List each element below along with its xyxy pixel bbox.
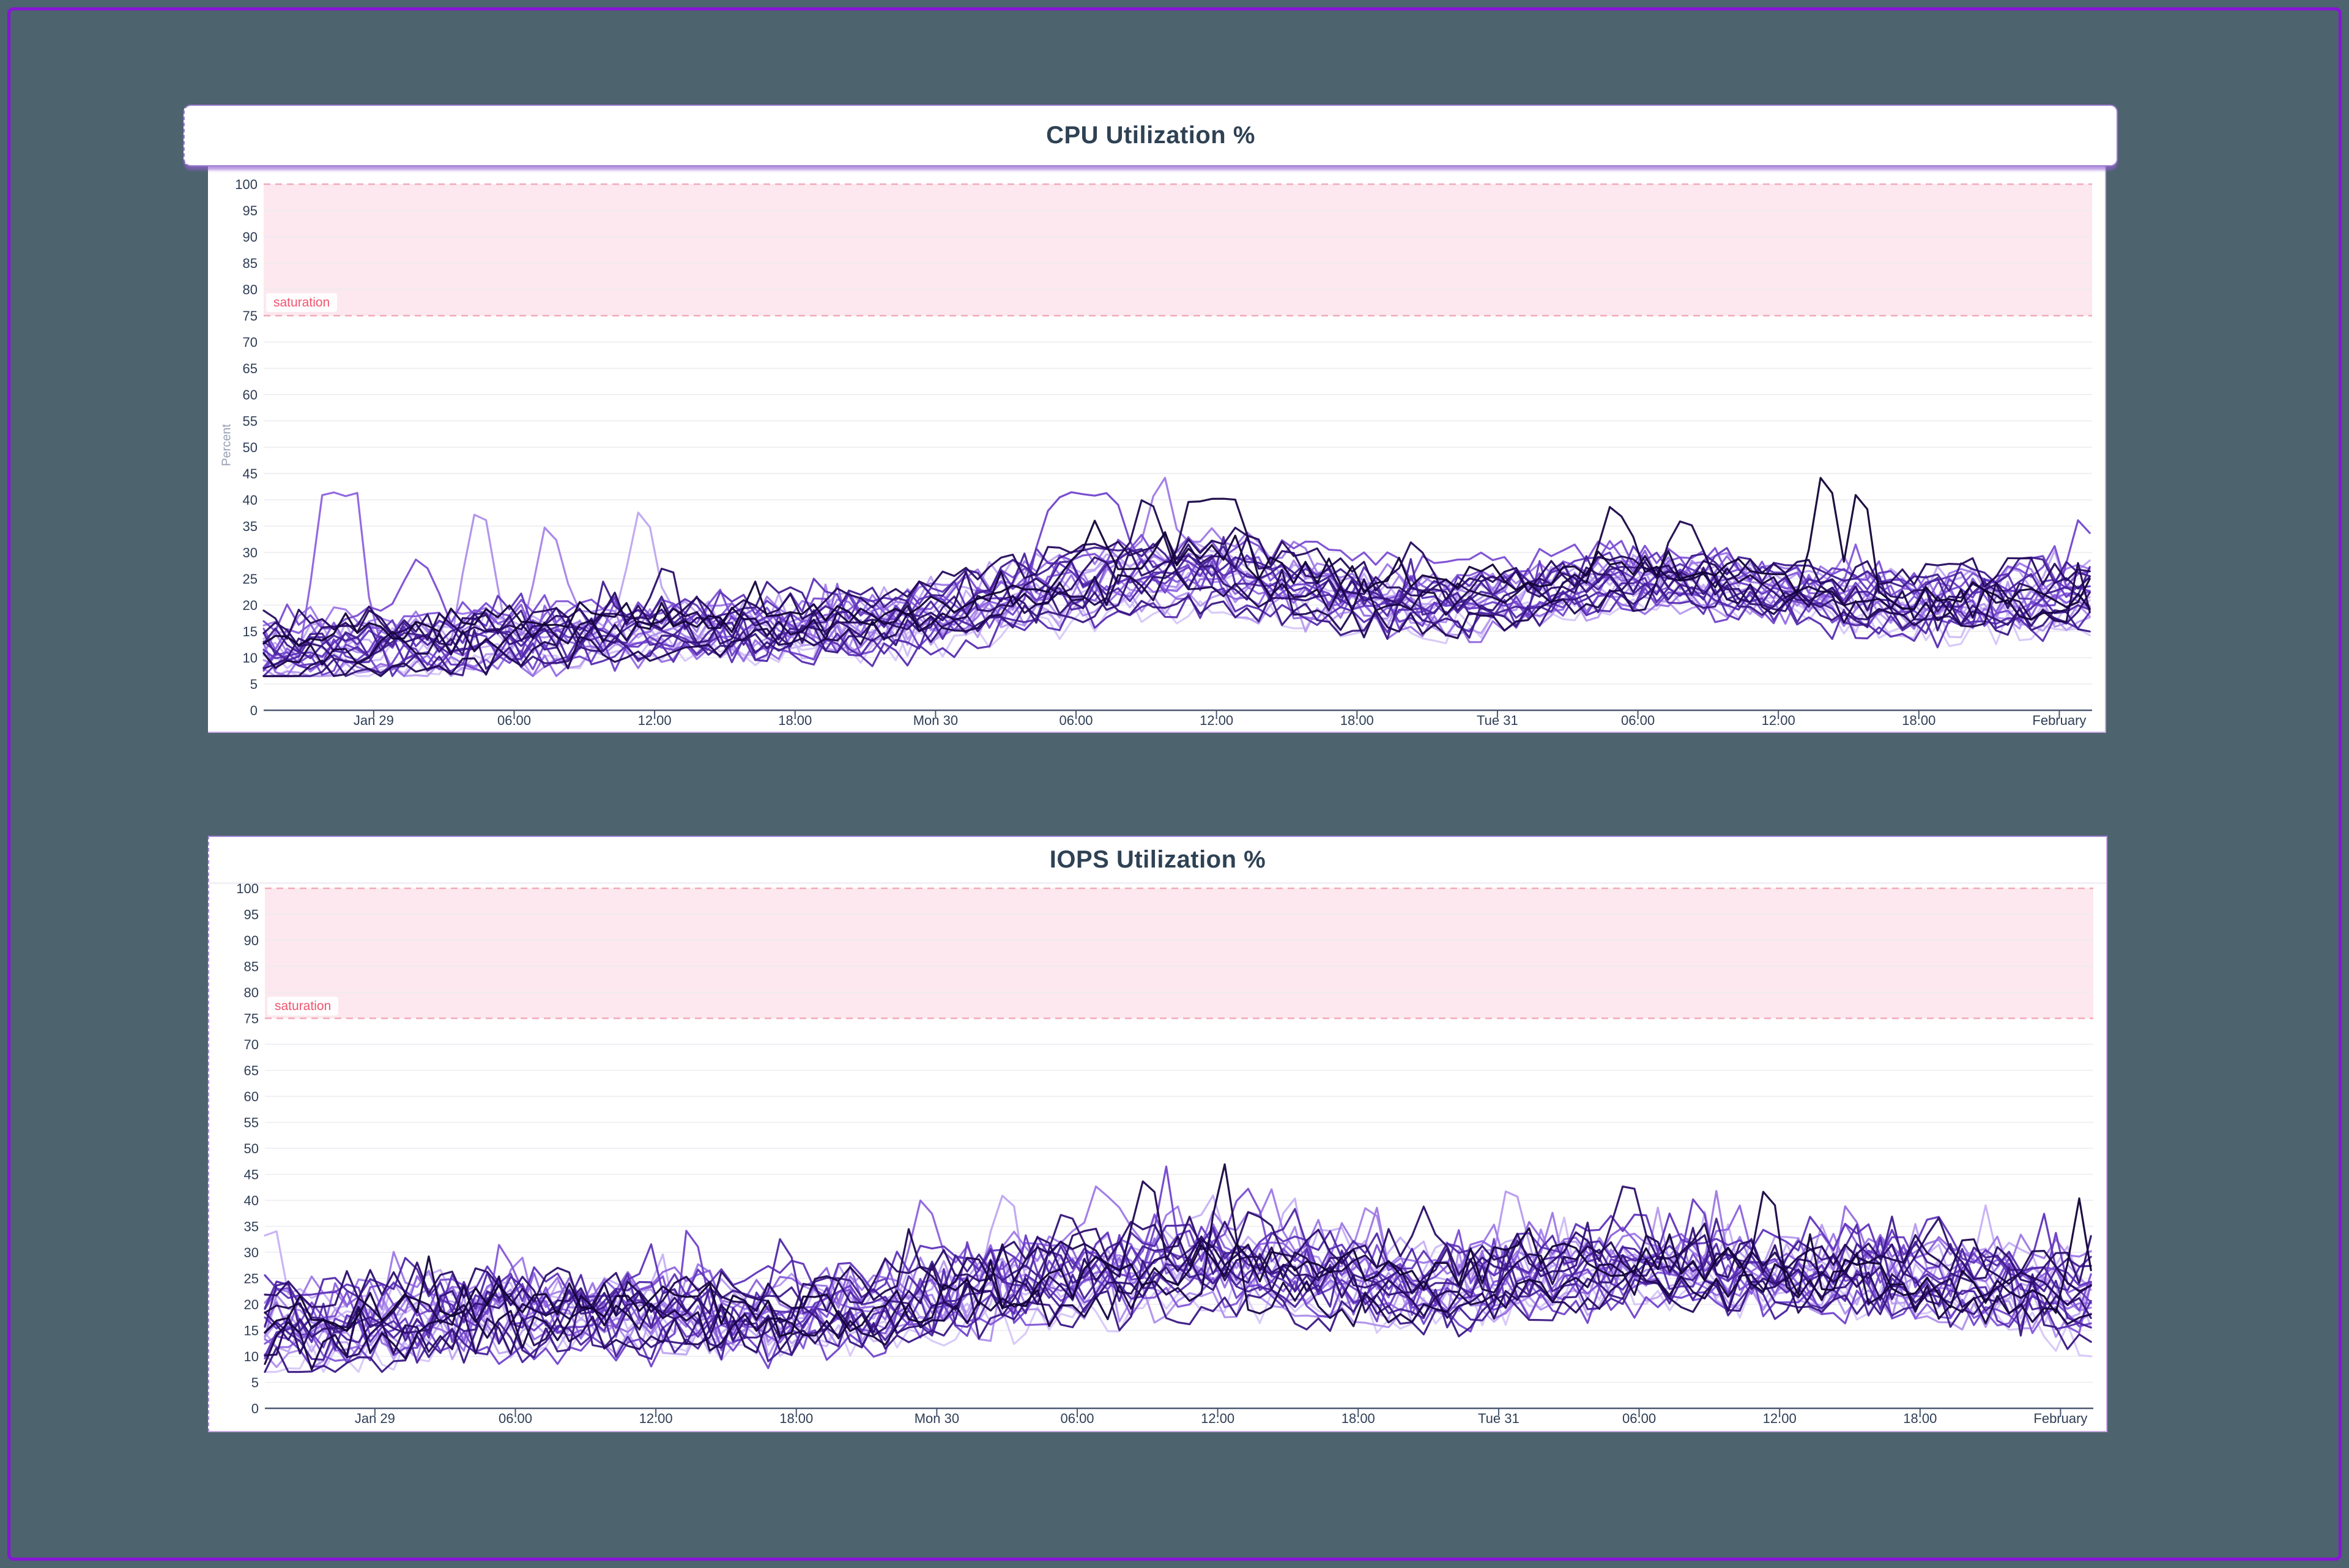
svg-text:30: 30 (243, 545, 258, 560)
svg-text:75: 75 (244, 1011, 259, 1027)
svg-text:Mon 30: Mon 30 (915, 1411, 959, 1426)
svg-text:06:00: 06:00 (1622, 1411, 1656, 1426)
svg-text:40: 40 (243, 492, 258, 508)
svg-text:5: 5 (250, 677, 258, 692)
svg-text:18:00: 18:00 (1341, 1411, 1375, 1426)
svg-text:12:00: 12:00 (1201, 1411, 1234, 1426)
cpu-saturation-label: saturation (266, 293, 338, 313)
svg-text:18:00: 18:00 (778, 713, 812, 728)
svg-text:95: 95 (243, 203, 258, 218)
svg-text:12:00: 12:00 (638, 713, 672, 728)
svg-text:10: 10 (243, 650, 258, 666)
svg-text:65: 65 (244, 1063, 259, 1079)
svg-text:50: 50 (243, 440, 258, 455)
svg-text:80: 80 (244, 985, 259, 1000)
svg-text:Jan 29: Jan 29 (355, 1411, 395, 1426)
cpu-y-axis-title: Percent (220, 424, 234, 466)
svg-text:95: 95 (244, 907, 259, 923)
svg-text:70: 70 (243, 335, 258, 350)
svg-text:15: 15 (244, 1323, 259, 1339)
svg-text:60: 60 (243, 387, 258, 403)
svg-text:20: 20 (244, 1297, 259, 1312)
svg-text:18:00: 18:00 (1903, 1411, 1937, 1426)
svg-text:20: 20 (243, 598, 258, 613)
svg-text:45: 45 (244, 1167, 259, 1183)
svg-text:10: 10 (244, 1349, 259, 1364)
svg-text:12:00: 12:00 (1762, 713, 1795, 728)
svg-text:100: 100 (235, 177, 258, 192)
iops-header-divider (209, 882, 2106, 884)
cpu-chart-card: Jan 29 06:00 12:00 18:00 Mon 30 06:00 12:00 18:… (208, 146, 2106, 733)
svg-text:35: 35 (244, 1219, 259, 1235)
svg-text:60: 60 (244, 1089, 259, 1104)
svg-text:06:00: 06:00 (497, 713, 531, 728)
svg-text:06:00: 06:00 (1621, 713, 1655, 728)
svg-text:0: 0 (251, 1401, 259, 1416)
svg-text:06:00: 06:00 (1059, 713, 1093, 728)
svg-text:Mon 30: Mon 30 (913, 713, 958, 728)
svg-text:35: 35 (243, 519, 258, 534)
svg-text:February: February (2033, 1411, 2087, 1426)
svg-text:50: 50 (244, 1141, 259, 1156)
svg-text:Tue 31: Tue 31 (1478, 1411, 1520, 1426)
svg-text:Jan 29: Jan 29 (354, 713, 394, 728)
svg-text:12:00: 12:00 (1200, 713, 1233, 728)
svg-text:Tue 31: Tue 31 (1477, 713, 1518, 728)
svg-text:06:00: 06:00 (499, 1411, 532, 1426)
svg-text:12:00: 12:00 (1763, 1411, 1797, 1426)
svg-text:85: 85 (244, 959, 259, 975)
iops-chart-card: IOPS Utilization % Jan 29 06:00 12:00 18:00… (208, 836, 2107, 1432)
svg-text:30: 30 (244, 1245, 259, 1260)
svg-text:0: 0 (250, 703, 258, 718)
cpu-panel-header-card: CPU Utilization % (184, 105, 2118, 166)
svg-text:100: 100 (236, 881, 259, 896)
svg-text:18:00: 18:00 (1902, 713, 1935, 728)
svg-text:65: 65 (243, 361, 258, 376)
svg-text:06:00: 06:00 (1060, 1411, 1094, 1426)
svg-text:85: 85 (243, 256, 258, 271)
svg-text:15: 15 (243, 624, 258, 639)
svg-text:90: 90 (244, 933, 259, 948)
svg-text:25: 25 (244, 1271, 259, 1287)
svg-text:40: 40 (244, 1193, 259, 1208)
svg-text:70: 70 (244, 1037, 259, 1052)
iops-panel-title: IOPS Utilization % (1049, 845, 1266, 873)
cpu-panel-title: CPU Utilization % (1046, 122, 1255, 149)
iops-saturation-label: saturation (267, 997, 339, 1016)
cpu-chart-plot[interactable]: Jan 29 06:00 12:00 18:00 Mon 30 06:00 12:00 18:… (208, 146, 2105, 732)
svg-text:25: 25 (243, 571, 258, 587)
svg-text:45: 45 (243, 466, 258, 481)
svg-text:February: February (2032, 713, 2086, 728)
svg-text:90: 90 (243, 229, 258, 245)
svg-text:18:00: 18:00 (779, 1411, 813, 1426)
svg-text:55: 55 (244, 1115, 259, 1131)
svg-text:80: 80 (243, 282, 258, 297)
svg-text:55: 55 (243, 414, 258, 429)
svg-text:12:00: 12:00 (639, 1411, 673, 1426)
svg-text:75: 75 (243, 308, 258, 324)
svg-text:18:00: 18:00 (1340, 713, 1374, 728)
svg-text:5: 5 (251, 1375, 259, 1391)
iops-chart-plot[interactable]: Jan 29 06:00 12:00 18:00 Mon 30 06:00 12:00 18:… (209, 837, 2106, 1431)
